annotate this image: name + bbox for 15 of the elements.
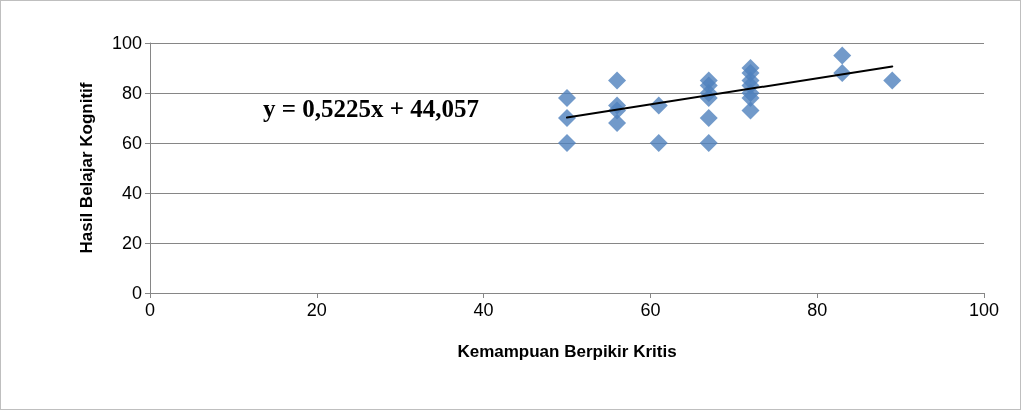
x-tick-label: 0 (144, 300, 156, 320)
x-tick-label: 100 (968, 300, 1000, 320)
annotation: y = 0,5225x + 44,057 (263, 95, 479, 122)
x-tick-label: 20 (306, 300, 327, 320)
y-axis-title: Hasil Belajar Kognitif (77, 82, 96, 254)
y-tick-label: 60 (121, 133, 142, 153)
y-tick-label: 80 (121, 83, 142, 103)
y-tick-label: 100 (111, 33, 142, 53)
x-tick-label: 60 (640, 300, 661, 320)
y-tick-label: 20 (121, 233, 142, 253)
y-tick-label: 40 (121, 183, 142, 203)
x-tick-label: 40 (473, 300, 494, 320)
x-tick-label: 80 (807, 300, 828, 320)
x-axis-title: Kemampuan Berpikir Kritis (457, 342, 677, 361)
y-tick-label: 0 (131, 283, 142, 303)
